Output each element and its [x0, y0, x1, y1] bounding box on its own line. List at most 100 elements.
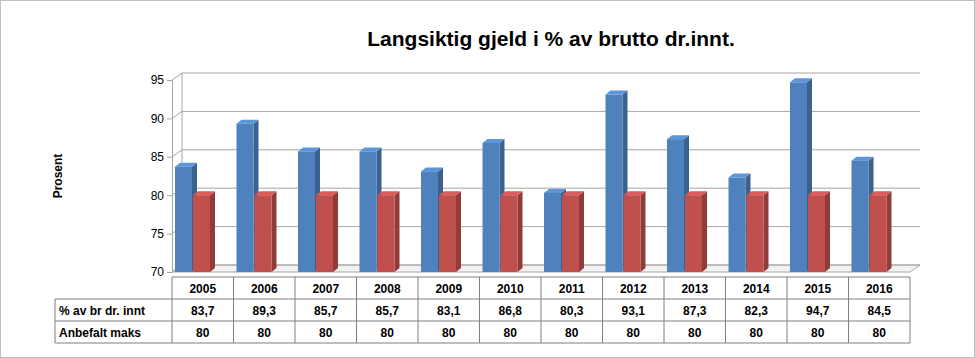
- table-line: [848, 277, 849, 343]
- bar-top: [729, 174, 751, 178]
- y-tick-label: 95: [151, 73, 165, 87]
- bar-top: [870, 191, 892, 195]
- bar-group: [501, 191, 523, 272]
- bar-top: [360, 147, 382, 151]
- chart: Langsiktig gjeld i % av brutto dr.innt.P…: [0, 0, 975, 358]
- data-label: 80: [565, 326, 579, 340]
- bar: [175, 167, 192, 272]
- bar: [606, 95, 623, 272]
- data-label: 80: [319, 326, 333, 340]
- bar: [852, 161, 869, 272]
- data-label: 83,7: [191, 304, 215, 318]
- bar-side: [210, 191, 215, 272]
- data-label: 80: [873, 326, 887, 340]
- bar-side: [272, 191, 277, 272]
- bar: [667, 139, 684, 272]
- data-label: 89,3: [253, 304, 277, 318]
- bar-top: [747, 191, 769, 195]
- bar-group: [808, 191, 830, 272]
- bar: [562, 195, 579, 272]
- x-tick-label: 2011: [559, 282, 585, 296]
- bar-top: [237, 120, 259, 124]
- data-label: 80: [750, 326, 764, 340]
- data-label: 86,8: [499, 304, 523, 318]
- bar: [624, 195, 641, 272]
- y-tick-label: 90: [151, 112, 165, 126]
- data-label: 93,1: [622, 304, 646, 318]
- y-tick-label: 80: [151, 189, 165, 203]
- bar-top: [808, 191, 830, 195]
- series-name: Anbefalt maks: [59, 326, 141, 340]
- bar-group: [316, 191, 338, 272]
- table-line: [479, 277, 480, 343]
- table-line: [418, 277, 419, 343]
- y-tick-mark: [167, 118, 172, 119]
- bar-top: [193, 191, 215, 195]
- bar-group: [685, 191, 707, 272]
- bar-group: [562, 191, 584, 272]
- x-tick-label: 2009: [435, 282, 462, 296]
- table-line: [787, 277, 788, 343]
- table-line: [55, 343, 910, 344]
- x-tick-label: 2008: [374, 282, 401, 296]
- bar-top: [439, 191, 461, 195]
- y-tick-label: 75: [151, 227, 165, 241]
- data-label: 85,7: [314, 304, 338, 318]
- bar-top: [255, 191, 277, 195]
- bar: [685, 195, 702, 272]
- table-line: [910, 277, 911, 343]
- bar-top: [501, 191, 523, 195]
- y-tick: 90: [151, 112, 172, 126]
- table-line: [55, 321, 910, 322]
- y-axis: 70 75 80 85 90 95: [151, 73, 173, 279]
- bar-side: [825, 191, 830, 272]
- data-label: 94,7: [806, 304, 830, 318]
- bar-side: [456, 191, 461, 272]
- bar: [193, 195, 210, 272]
- bar: [501, 195, 518, 272]
- bar-side: [702, 191, 707, 272]
- bar-side: [579, 191, 584, 272]
- bar: [378, 195, 395, 272]
- table-line: [55, 299, 910, 300]
- bar-series: [175, 78, 874, 272]
- data-label: 80: [258, 326, 272, 340]
- data-label: 80,3: [560, 304, 584, 318]
- data-label: 80: [811, 326, 825, 340]
- table-line: [356, 277, 357, 343]
- bar-group: [624, 191, 646, 272]
- y-tick-mark: [167, 195, 172, 196]
- bar: [421, 171, 438, 272]
- bar: [483, 143, 500, 272]
- data-table: 2005200620072008200920102011201220132014…: [55, 277, 910, 343]
- x-tick-label: 2013: [681, 282, 708, 296]
- bar-top: [685, 191, 707, 195]
- chart-title: Langsiktig gjeld i % av brutto dr.innt.: [367, 27, 735, 50]
- data-label: 80: [688, 326, 702, 340]
- y-tick-label: 70: [151, 265, 165, 279]
- bar: [790, 82, 807, 272]
- x-tick-label: 2015: [804, 282, 831, 296]
- y-tick: 95: [151, 73, 172, 87]
- bar-top: [667, 135, 689, 139]
- bar-top: [421, 167, 443, 171]
- data-label: 80: [504, 326, 518, 340]
- x-tick-label: 2014: [743, 282, 770, 296]
- bar: [808, 195, 825, 272]
- y-tick: 85: [151, 150, 172, 164]
- y-tick: 70: [151, 265, 172, 279]
- data-label: 80: [627, 326, 641, 340]
- x-tick-label: 2010: [497, 282, 524, 296]
- data-label: 83,1: [437, 304, 461, 318]
- bars: [175, 78, 892, 272]
- x-tick-label: 2012: [620, 282, 647, 296]
- data-label: 80: [381, 326, 395, 340]
- chart-frame: [1, 1, 975, 358]
- y-tick-mark: [167, 80, 172, 81]
- data-label: 87,3: [683, 304, 707, 318]
- table-line: [233, 277, 234, 343]
- bar-top: [378, 191, 400, 195]
- table-line: [172, 277, 173, 299]
- y-tick-mark: [167, 234, 172, 235]
- bar-top: [790, 78, 812, 82]
